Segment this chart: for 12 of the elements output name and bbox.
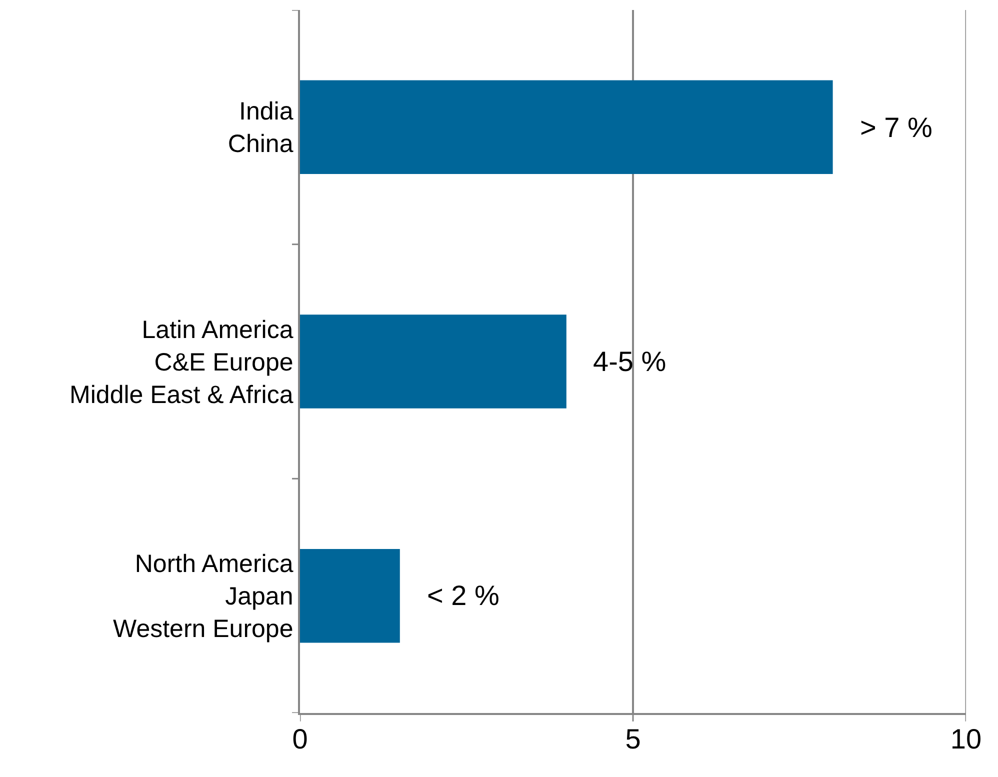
y-tick-label: India China	[228, 98, 294, 158]
bar	[300, 314, 566, 408]
x-tick-label: 0	[292, 723, 308, 754]
bar	[300, 548, 400, 643]
y-tick-label: North America Japan Western Europe	[113, 550, 294, 644]
data-label: 4-5 %	[593, 346, 666, 377]
x-tick-label: 5	[625, 723, 641, 754]
x-tick-label: 10	[950, 723, 982, 754]
data-label: < 2 %	[427, 580, 500, 611]
data-label: > 7 %	[860, 112, 932, 143]
bar	[300, 80, 833, 174]
y-tick-label: Latin America C&E Europe Middle East & Africa	[70, 316, 294, 409]
